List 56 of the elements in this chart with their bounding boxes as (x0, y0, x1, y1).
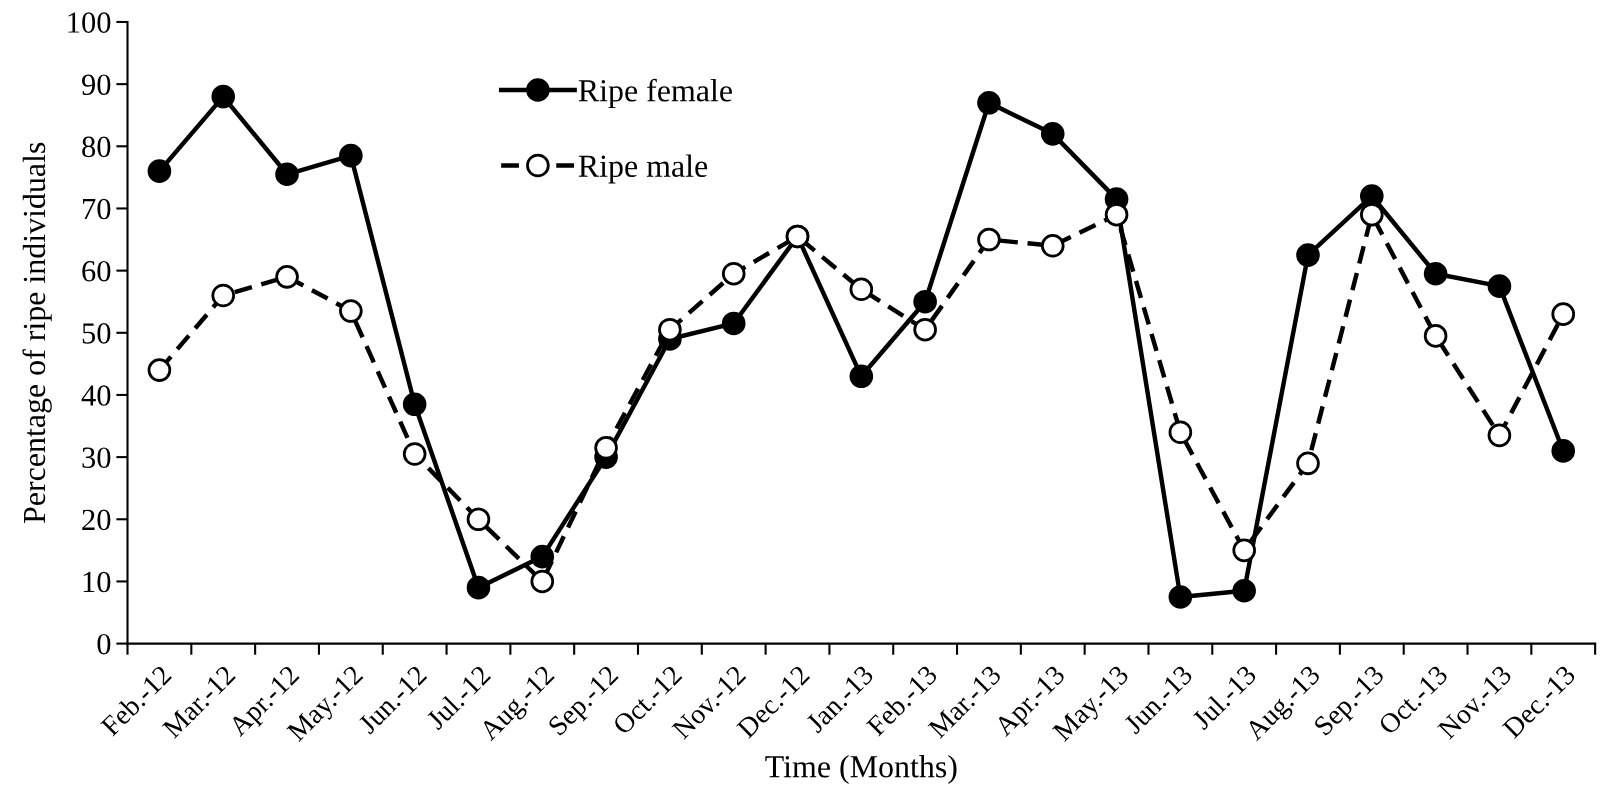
point (1360, 202, 1384, 227)
point (977, 90, 1001, 115)
point (913, 289, 937, 314)
point (275, 162, 299, 187)
point (530, 544, 555, 569)
point (1551, 439, 1576, 463)
point (1423, 324, 1448, 348)
point (849, 364, 874, 389)
y-tick-label: 30 (82, 447, 111, 469)
point (402, 442, 427, 466)
y-tick-label: 60 (82, 260, 111, 282)
point (721, 311, 746, 336)
point (147, 358, 172, 382)
point (466, 507, 491, 532)
point (658, 317, 682, 342)
point (1232, 538, 1256, 563)
point (1423, 261, 1448, 286)
point (1487, 423, 1512, 448)
y-tick-label: 40 (81, 385, 111, 406)
point (849, 277, 874, 302)
y-tick-label: 0 (97, 633, 111, 655)
legend-label: Ripe female (578, 78, 732, 108)
y-tick-label: 90 (81, 74, 111, 96)
point (1040, 233, 1065, 258)
y-tick-label: 80 (82, 136, 111, 158)
point (147, 159, 172, 183)
point (1232, 578, 1256, 603)
point (1104, 202, 1129, 227)
point (339, 143, 363, 168)
point (1040, 122, 1065, 146)
y-tick-label: 50 (82, 323, 111, 344)
y-tick-label: 100 (68, 12, 111, 33)
x-axis-title: Time (Months) (765, 755, 957, 784)
point (977, 227, 1001, 252)
point (275, 265, 299, 289)
y-tick-label: 10 (83, 571, 111, 593)
point (211, 283, 236, 308)
point (1296, 451, 1320, 476)
point (721, 261, 746, 286)
point (339, 299, 363, 323)
point (530, 569, 555, 594)
y-tick-label: 70 (83, 198, 111, 220)
point (1296, 243, 1320, 267)
point (1360, 184, 1384, 208)
point (594, 435, 618, 460)
point (211, 84, 236, 109)
point (466, 575, 491, 600)
point (1168, 585, 1193, 609)
point (1168, 420, 1193, 445)
y-tick-label: 20 (82, 509, 111, 531)
point (1487, 274, 1512, 298)
point (402, 392, 427, 417)
point (913, 317, 937, 342)
point (1551, 302, 1576, 326)
legend-label: Ripe male (578, 154, 708, 184)
y-axis-title: Percentage of ripe individuals (22, 142, 52, 524)
